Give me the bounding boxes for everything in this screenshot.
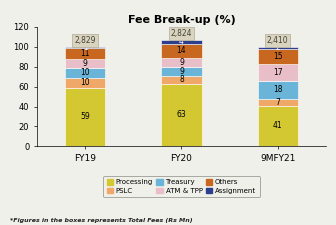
Bar bbox=[161, 58, 202, 67]
Title: Fee Break-up (%): Fee Break-up (%) bbox=[128, 15, 235, 25]
Text: 41: 41 bbox=[273, 121, 283, 130]
Text: 10: 10 bbox=[80, 78, 90, 87]
Text: 2,824: 2,824 bbox=[171, 29, 192, 38]
Text: 7: 7 bbox=[275, 97, 280, 106]
Text: 2: 2 bbox=[276, 43, 280, 52]
Bar bbox=[257, 49, 298, 64]
Bar bbox=[257, 106, 298, 146]
Bar bbox=[257, 47, 298, 49]
Bar bbox=[161, 40, 202, 44]
Text: 63: 63 bbox=[176, 110, 186, 119]
Text: *Figures in the boxes represents Total Fees (Rs Mn): *Figures in the boxes represents Total F… bbox=[10, 218, 193, 223]
Text: 9: 9 bbox=[83, 59, 88, 68]
Bar bbox=[161, 76, 202, 84]
Bar bbox=[65, 47, 106, 48]
Legend: Processing, PSLC, Treasury, ATM & TPP, Others, Assignment: Processing, PSLC, Treasury, ATM & TPP, O… bbox=[103, 176, 260, 197]
Bar bbox=[65, 59, 106, 68]
Bar bbox=[257, 81, 298, 99]
Bar bbox=[161, 84, 202, 146]
Bar bbox=[161, 44, 202, 58]
Text: 2,829: 2,829 bbox=[74, 36, 96, 45]
Text: 8: 8 bbox=[179, 75, 184, 84]
Bar bbox=[161, 67, 202, 76]
Bar bbox=[65, 68, 106, 78]
Text: 4: 4 bbox=[179, 37, 184, 46]
Text: 9: 9 bbox=[179, 58, 184, 67]
Text: 17: 17 bbox=[273, 68, 283, 77]
Text: 14: 14 bbox=[177, 46, 186, 55]
Bar bbox=[65, 78, 106, 88]
Text: 11: 11 bbox=[80, 49, 90, 58]
Text: 10: 10 bbox=[80, 68, 90, 77]
Bar bbox=[65, 88, 106, 146]
Text: 15: 15 bbox=[273, 52, 283, 61]
Text: 1: 1 bbox=[83, 43, 87, 52]
Text: 2,410: 2,410 bbox=[267, 36, 289, 45]
Bar bbox=[257, 99, 298, 106]
Bar bbox=[257, 64, 298, 81]
Text: 59: 59 bbox=[80, 112, 90, 122]
Text: 18: 18 bbox=[273, 85, 283, 94]
Text: 9: 9 bbox=[179, 67, 184, 76]
Bar bbox=[65, 48, 106, 59]
